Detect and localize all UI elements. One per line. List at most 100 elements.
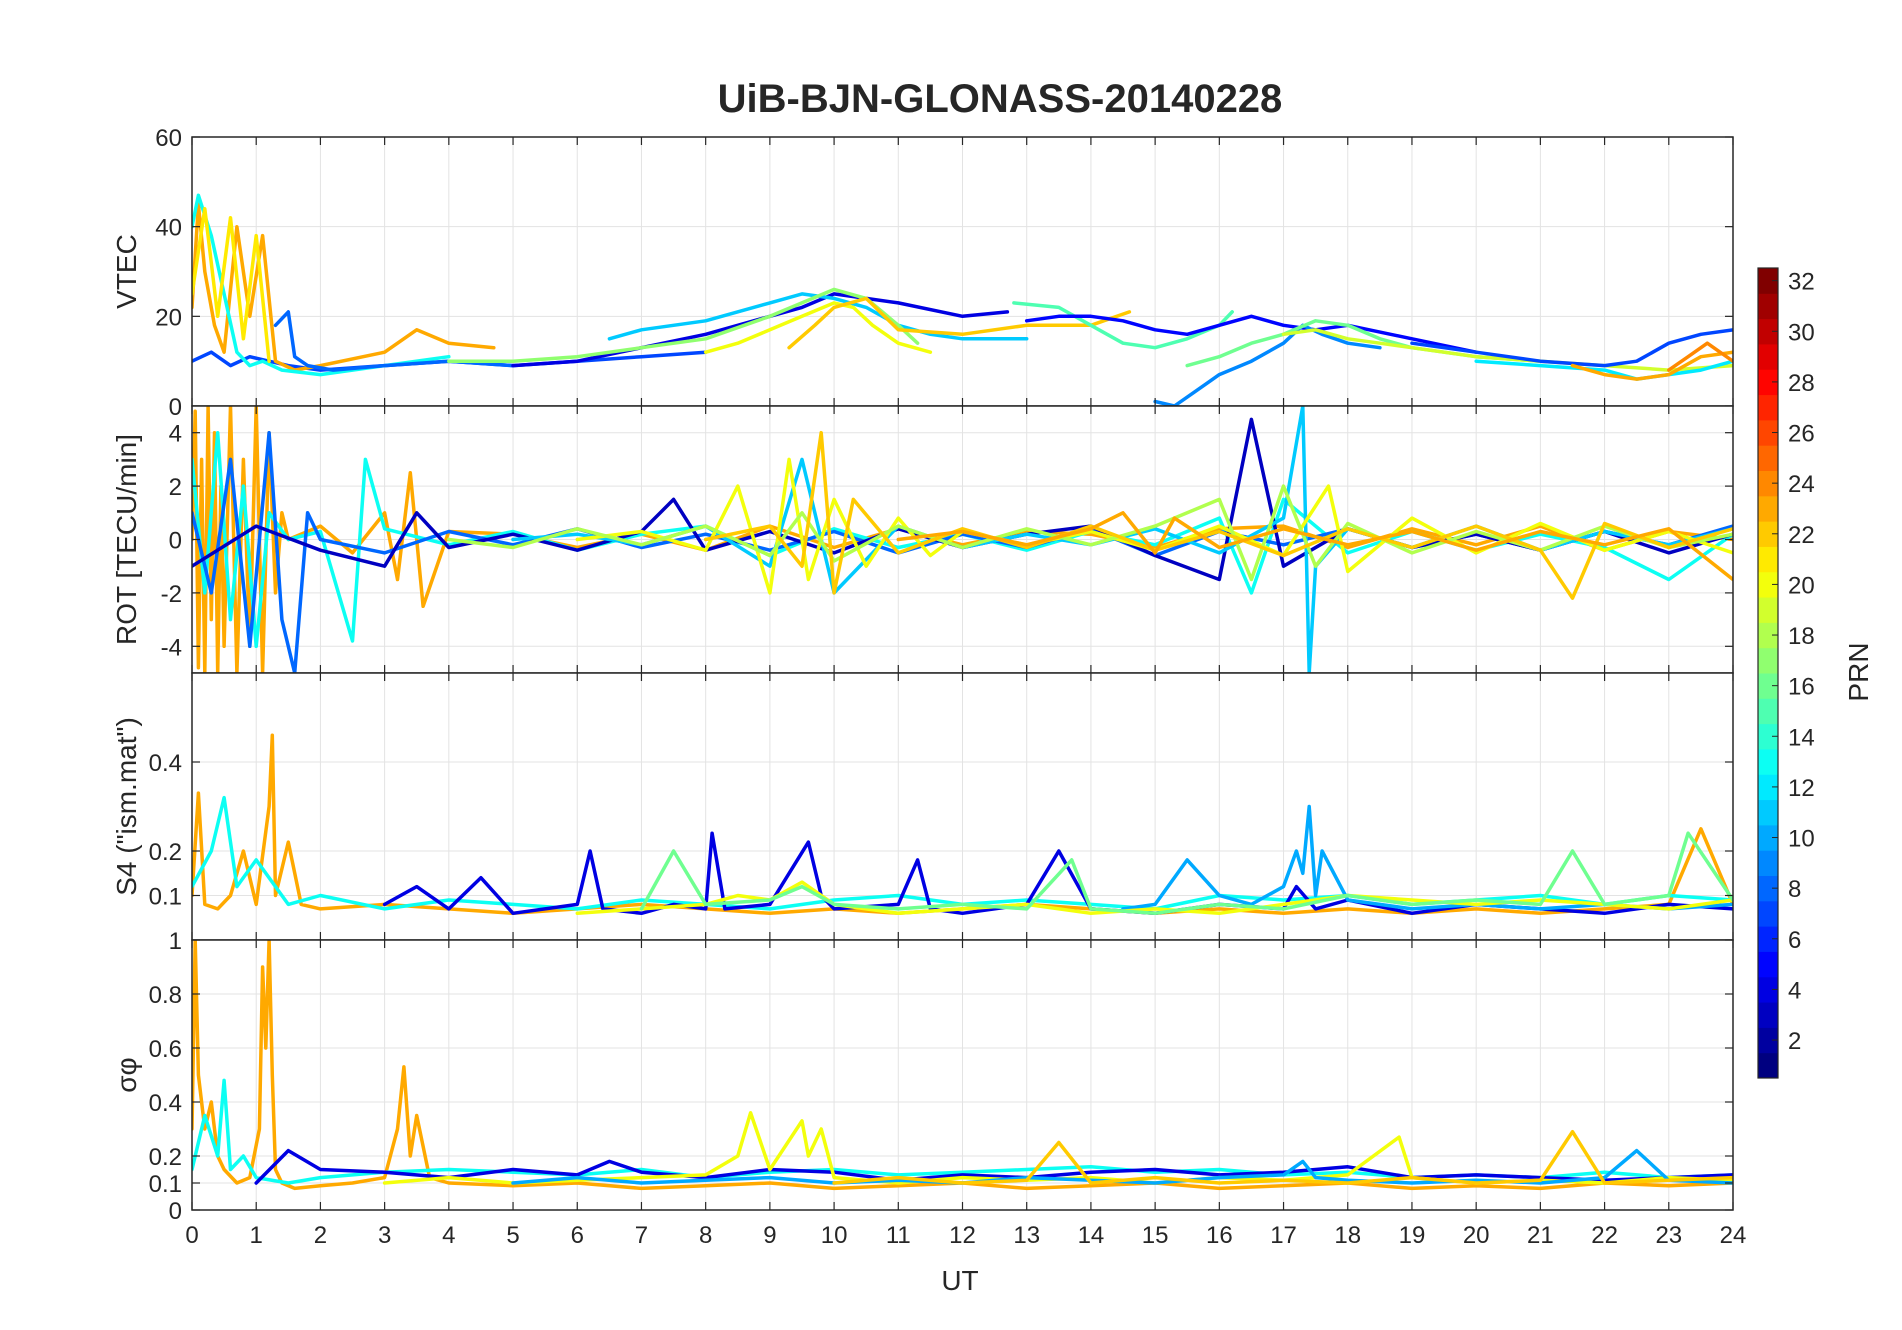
colorbar-tick-label: 18 — [1788, 623, 1815, 650]
colorbar-swatch — [1758, 698, 1778, 725]
y-tick-label: 0.6 — [149, 1036, 182, 1063]
colorbar-swatch — [1758, 1002, 1778, 1028]
x-tick-label: 10 — [821, 1222, 848, 1249]
x-tick-label: 18 — [1334, 1222, 1361, 1249]
series-line-prn-23 — [192, 202, 496, 372]
x-tick-label: 3 — [378, 1222, 391, 1249]
colorbar-swatch — [1758, 723, 1778, 750]
series-line-prn-9 — [1153, 323, 1382, 406]
y-tick-label: 0 — [169, 528, 182, 555]
x-tick-label: 11 — [886, 1222, 911, 1249]
colorbar-swatch — [1758, 394, 1778, 421]
colorbar-swatch — [1758, 799, 1778, 826]
series-line-prn-16 — [639, 831, 1733, 916]
y-tick-label: -2 — [161, 581, 182, 608]
colorbar-swatch — [1758, 824, 1778, 851]
x-tick-label: 24 — [1720, 1222, 1747, 1249]
y-tick-label: 0.1 — [149, 1171, 182, 1198]
colorbar-swatch — [1758, 546, 1778, 573]
colorbar-swatch — [1758, 748, 1778, 775]
y-tick-label: 0.8 — [149, 982, 182, 1009]
colorbar-swatch — [1758, 622, 1778, 649]
colorbar-swatch — [1758, 926, 1778, 952]
series-line-prn-4 — [254, 1148, 1733, 1185]
series-line-prn-11 — [607, 292, 1029, 341]
colorbar-tick-label: 2 — [1788, 1028, 1801, 1055]
y-tick-label: 0.4 — [149, 1090, 182, 1117]
colorbar-swatch — [1758, 571, 1778, 598]
x-tick-label: 1 — [250, 1222, 263, 1249]
colorbar-swatch — [1758, 951, 1778, 978]
series-line-prn-8 — [273, 310, 515, 372]
series-line-prn-23 — [192, 940, 1733, 1191]
colorbar-swatch — [1758, 343, 1778, 370]
y-tick-label: 40 — [155, 215, 182, 242]
colorbar-swatch — [1758, 976, 1778, 1003]
figure-title: UiB-BJN-GLONASS-20140228 — [718, 77, 1283, 121]
series-line-prn-22 — [787, 296, 1132, 350]
y-axis-label-s4: S4 ("ism.mat") — [111, 717, 142, 896]
x-tick-label: 6 — [571, 1222, 584, 1249]
colorbar-swatch — [1758, 470, 1778, 497]
colorbar-swatch — [1758, 369, 1778, 396]
colorbar-swatch — [1758, 774, 1778, 801]
panel-frame — [191, 939, 1734, 1211]
colorbar-tick-label: 12 — [1788, 775, 1815, 802]
colorbar-tick-label: 32 — [1788, 269, 1815, 296]
x-tick-label: 0 — [185, 1222, 198, 1249]
colorbar-swatch — [1758, 875, 1778, 902]
colorbar-label: PRN — [1843, 642, 1874, 701]
y-tick-label: 60 — [155, 125, 182, 152]
series-line-prn-23 — [896, 511, 1733, 582]
x-axis-label: UT — [941, 1265, 978, 1296]
y-tick-label: 1 — [169, 928, 182, 955]
colorbar-swatch — [1758, 1027, 1778, 1054]
colorbar-tick-label: 28 — [1788, 370, 1815, 397]
colorbar-swatch — [1758, 647, 1778, 674]
panel-s4: 0.1 0.2 0.4 S4 ("ism.mat") — [111, 672, 1734, 941]
x-tick-label: 4 — [442, 1222, 455, 1249]
x-tick-label: 9 — [763, 1222, 776, 1249]
colorbar-tick-label: 6 — [1788, 927, 1801, 954]
x-tick-label: 7 — [635, 1222, 648, 1249]
x-tick-label: 20 — [1463, 1222, 1490, 1249]
colorbar-tick-label: 22 — [1788, 522, 1815, 549]
series-line-prn-19 — [1281, 328, 1733, 372]
colorbar-tick-label: 16 — [1788, 674, 1815, 701]
colorbar-tick-label: 24 — [1788, 471, 1815, 498]
y-axis-label-vtec: VTEC — [111, 234, 142, 309]
series-group — [192, 193, 1733, 406]
colorbar-tick-label: 14 — [1788, 724, 1815, 751]
colorbar-tick-label: 10 — [1788, 826, 1815, 853]
y-tick-label: 0.1 — [149, 884, 182, 911]
y-tick-label: 0 — [169, 394, 182, 421]
y-tick-label: 0.2 — [149, 1144, 182, 1171]
x-tick-label: 12 — [949, 1222, 976, 1249]
colorbar-swatch — [1758, 673, 1778, 699]
series-group — [192, 733, 1733, 916]
y-tick-label: 4 — [169, 421, 182, 448]
y-tick-label: 0.2 — [149, 839, 182, 866]
colorbar-tick-label: 30 — [1788, 319, 1815, 346]
colorbar-swatch — [1758, 495, 1778, 522]
series-group — [192, 406, 1733, 673]
colorbar-swatch — [1758, 850, 1778, 876]
x-axis: 0 1 2 3 4 5 6 7 8 9 10 11 12 13 14 15 16 17 18 19 20 21 22 23 24 — [185, 1222, 1746, 1249]
colorbar-swatch — [1758, 268, 1778, 294]
series-line-prn-24 — [1667, 341, 1733, 372]
y-tick-label: 2 — [169, 474, 182, 501]
colorbar-swatch — [1758, 597, 1778, 623]
x-tick-label: 16 — [1206, 1222, 1233, 1249]
x-tick-label: 17 — [1270, 1222, 1297, 1249]
x-tick-label: 23 — [1655, 1222, 1682, 1249]
x-tick-label: 22 — [1591, 1222, 1618, 1249]
colorbar-tick-label: 4 — [1788, 977, 1801, 1004]
panel-sigma_phi: 00.10.2 0.4 0.6 0.8 1 σφ — [111, 928, 1734, 1225]
colorbar-swatch — [1758, 900, 1778, 927]
y-tick-label: -4 — [161, 634, 182, 661]
x-tick-label: 13 — [1013, 1222, 1040, 1249]
colorbar-swatch — [1758, 318, 1778, 345]
